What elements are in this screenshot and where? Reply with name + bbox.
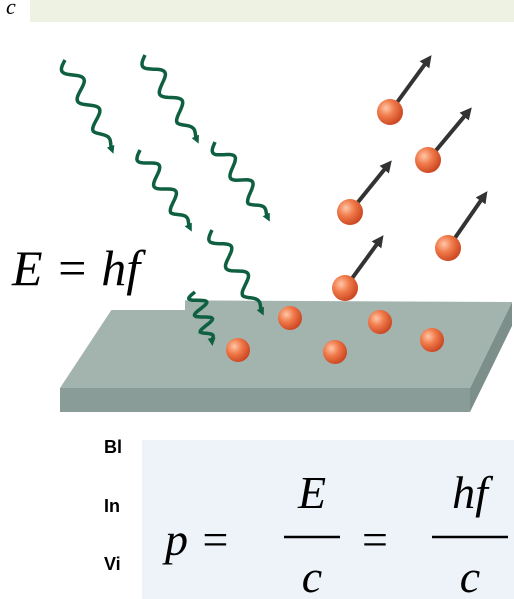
partial-label: Vi [104,554,121,574]
electron [337,199,363,225]
photon-wave [142,55,197,140]
photon-wave [61,60,112,150]
electron [377,99,403,125]
frac-num: E [297,467,326,518]
collage: c E = hf Bl In Vi p = E c = hf c [0,0,514,599]
electron [420,328,444,352]
partial-label: In [104,496,120,516]
electron [323,340,347,364]
top-band [30,0,514,22]
plate-front [60,388,470,412]
photon-wave [212,142,268,218]
electron [332,275,358,301]
partial-label: Bl [104,437,122,457]
page: c E = hf Bl In Vi p = E c = hf c (() => … [0,0,514,599]
equals: = [362,514,388,565]
formula-energy: E = hf [11,240,146,296]
frac-den: c [460,551,480,599]
corner-letter: c [6,0,16,19]
lhs: p = [162,514,231,565]
frac-den: c [302,551,322,599]
photon-wave [137,150,190,228]
photon-wave [209,230,262,312]
electron [435,235,461,261]
frac-num: hf [452,467,494,518]
electron [278,306,302,330]
electron [415,147,441,173]
electron [368,310,392,334]
electron [226,338,250,362]
